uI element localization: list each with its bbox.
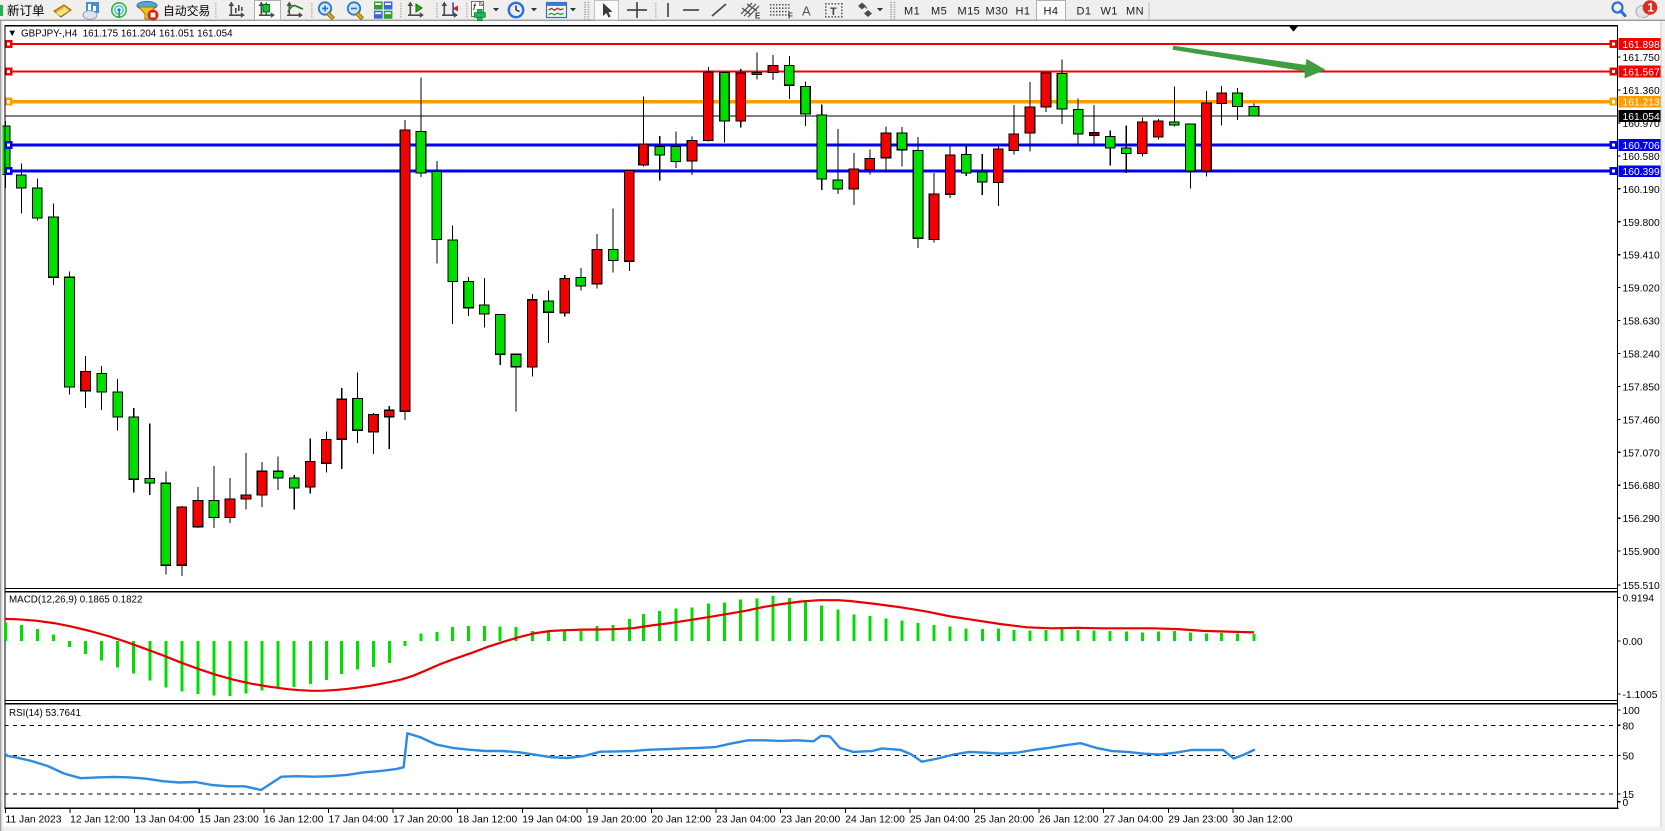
svg-text:19 Jan 20:00: 19 Jan 20:00 [587, 815, 647, 826]
svg-text:M15: M15 [958, 6, 981, 18]
svg-text:161.898: 161.898 [1623, 40, 1660, 51]
svg-text:30 Jan 12:00: 30 Jan 12:00 [1233, 815, 1293, 826]
svg-text:160.580: 160.580 [1623, 152, 1660, 163]
svg-text:160.706: 160.706 [1623, 141, 1660, 152]
svg-text:0.9194: 0.9194 [1623, 593, 1655, 604]
svg-text:156.680: 156.680 [1623, 481, 1660, 492]
svg-text:MN: MN [1126, 6, 1144, 18]
svg-text:11 Jan 2023: 11 Jan 2023 [6, 815, 62, 826]
svg-text:RSI(14) 53.7641: RSI(14) 53.7641 [9, 708, 81, 719]
svg-text:161.360: 161.360 [1623, 86, 1660, 97]
svg-text:159.800: 159.800 [1623, 218, 1660, 229]
svg-text:100: 100 [1623, 706, 1640, 717]
svg-text:50: 50 [1623, 752, 1635, 763]
svg-text:161.213: 161.213 [1623, 98, 1660, 109]
svg-text:155.510: 155.510 [1623, 581, 1660, 592]
svg-text:M5: M5 [931, 6, 947, 18]
svg-text:16 Jan 12:00: 16 Jan 12:00 [264, 815, 324, 826]
svg-text:159.020: 159.020 [1623, 284, 1660, 295]
svg-text:26 Jan 12:00: 26 Jan 12:00 [1039, 815, 1099, 826]
svg-text:0.00: 0.00 [1623, 637, 1643, 648]
svg-text:H1: H1 [1016, 6, 1031, 18]
svg-text:W1: W1 [1101, 6, 1118, 18]
svg-text:0: 0 [1623, 798, 1629, 809]
svg-text:157.850: 157.850 [1623, 382, 1660, 393]
svg-text:159.410: 159.410 [1623, 251, 1660, 262]
svg-text:161.750: 161.750 [1623, 53, 1660, 64]
svg-text:13 Jan 04:00: 13 Jan 04:00 [135, 815, 195, 826]
svg-text:自动交易: 自动交易 [163, 4, 210, 18]
svg-text:23 Jan 20:00: 23 Jan 20:00 [781, 815, 841, 826]
svg-text:19 Jan 04:00: 19 Jan 04:00 [522, 815, 582, 826]
svg-text:12 Jan 12:00: 12 Jan 12:00 [70, 815, 130, 826]
svg-text:161.567: 161.567 [1623, 68, 1660, 79]
svg-text:15: 15 [1623, 790, 1635, 801]
svg-text:29 Jan 23:00: 29 Jan 23:00 [1168, 815, 1228, 826]
svg-text:GBPJPY-,H4 161.175 161.204 16: GBPJPY-,H4 161.175 161.204 161.051 161.0… [21, 29, 233, 40]
svg-text:160.190: 160.190 [1623, 185, 1660, 196]
svg-text:25 Jan 20:00: 25 Jan 20:00 [975, 815, 1035, 826]
svg-text:158.630: 158.630 [1623, 317, 1660, 328]
svg-text:156.290: 156.290 [1623, 514, 1660, 525]
svg-text:17 Jan 04:00: 17 Jan 04:00 [329, 815, 389, 826]
svg-text:A: A [802, 4, 811, 19]
svg-text:155.900: 155.900 [1623, 547, 1660, 558]
svg-text:f: f [473, 2, 477, 12]
svg-text:25 Jan 04:00: 25 Jan 04:00 [910, 815, 970, 826]
svg-text:M30: M30 [986, 6, 1009, 18]
svg-text:23 Jan 04:00: 23 Jan 04:00 [716, 815, 776, 826]
svg-text:160.970: 160.970 [1623, 119, 1660, 130]
svg-text:H4: H4 [1044, 6, 1059, 18]
svg-text:27 Jan 04:00: 27 Jan 04:00 [1104, 815, 1164, 826]
svg-text:新订单: 新订单 [7, 3, 45, 18]
svg-text:MACD(12,26,9) 0.1865 0.1822: MACD(12,26,9) 0.1865 0.1822 [9, 595, 142, 606]
svg-text:161.054: 161.054 [1623, 112, 1660, 123]
svg-text:1: 1 [1648, 3, 1655, 15]
svg-text:157.460: 157.460 [1623, 415, 1660, 426]
svg-text:158.240: 158.240 [1623, 350, 1660, 361]
svg-text:T: T [830, 6, 837, 18]
svg-text:24 Jan 12:00: 24 Jan 12:00 [845, 815, 905, 826]
svg-text:D1: D1 [1077, 6, 1092, 18]
svg-text:-1.1005: -1.1005 [1623, 690, 1658, 701]
svg-text:157.070: 157.070 [1623, 448, 1660, 459]
svg-text:M1: M1 [904, 6, 920, 18]
svg-text:20 Jan 12:00: 20 Jan 12:00 [652, 815, 712, 826]
svg-text:17 Jan 20:00: 17 Jan 20:00 [393, 815, 453, 826]
svg-text:18 Jan 12:00: 18 Jan 12:00 [458, 815, 518, 826]
svg-text:F: F [788, 12, 793, 21]
svg-text:15 Jan 23:00: 15 Jan 23:00 [199, 815, 259, 826]
svg-text:▼: ▼ [8, 28, 17, 39]
svg-text:E: E [755, 12, 761, 21]
svg-text:160.399: 160.399 [1623, 167, 1660, 178]
svg-text:80: 80 [1623, 721, 1635, 732]
